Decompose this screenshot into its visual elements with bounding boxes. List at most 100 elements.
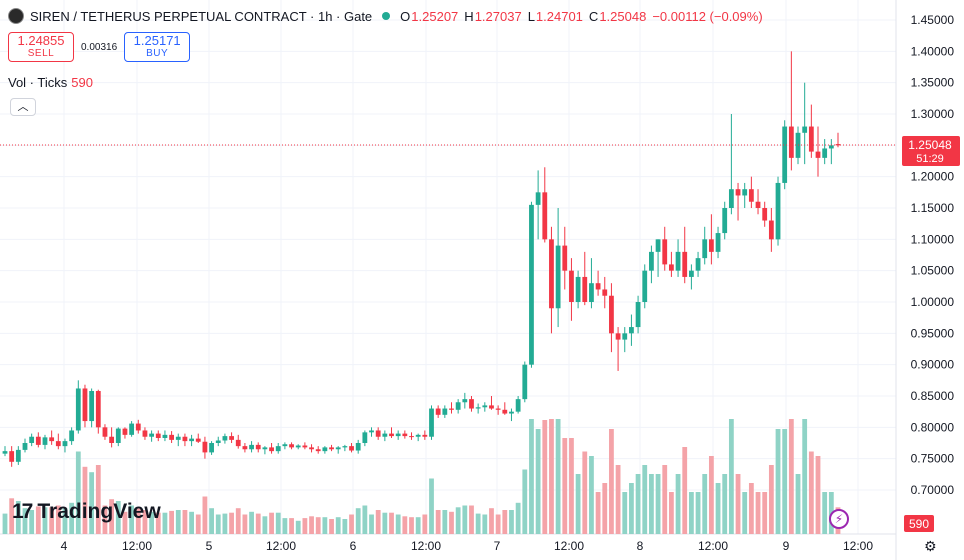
candle-body[interactable] xyxy=(396,434,401,437)
candle-body[interactable] xyxy=(736,189,741,195)
candle-body[interactable] xyxy=(589,283,594,302)
candle-body[interactable] xyxy=(342,446,347,447)
candle-body[interactable] xyxy=(49,437,54,441)
candle-body[interactable] xyxy=(542,192,547,239)
candle-body[interactable] xyxy=(356,443,361,451)
candle-body[interactable] xyxy=(109,437,114,443)
candle-body[interactable] xyxy=(609,296,614,334)
gear-icon[interactable]: ⚙ xyxy=(924,538,937,555)
candle-body[interactable] xyxy=(96,391,101,427)
candle-body[interactable] xyxy=(163,435,168,438)
candle-body[interactable] xyxy=(369,430,374,432)
candle-body[interactable] xyxy=(23,443,28,450)
candle-body[interactable] xyxy=(229,436,234,440)
candle-body[interactable] xyxy=(349,446,354,450)
candle-body[interactable] xyxy=(829,145,834,148)
candle-body[interactable] xyxy=(43,437,48,445)
candle-body[interactable] xyxy=(789,127,794,158)
volume-legend[interactable]: Vol · Ticks590 xyxy=(8,75,93,90)
candle-body[interactable] xyxy=(816,152,821,158)
tradingview-logo[interactable]: 17 TradingView xyxy=(12,500,161,524)
candle-body[interactable] xyxy=(696,258,701,271)
candle-body[interactable] xyxy=(509,412,514,414)
candle-body[interactable] xyxy=(269,447,274,451)
candle-body[interactable] xyxy=(149,434,154,437)
candle-body[interactable] xyxy=(822,148,827,157)
candle-body[interactable] xyxy=(76,388,81,430)
candle-body[interactable] xyxy=(402,434,407,437)
candle-body[interactable] xyxy=(616,333,621,339)
candle-body[interactable] xyxy=(476,407,481,408)
candle-body[interactable] xyxy=(669,264,674,270)
candle-body[interactable] xyxy=(376,430,381,436)
candle-body[interactable] xyxy=(63,441,68,446)
candle-body[interactable] xyxy=(722,208,727,233)
candle-body[interactable] xyxy=(729,189,734,208)
candle-body[interactable] xyxy=(262,447,267,449)
candle-body[interactable] xyxy=(16,450,21,462)
candle-body[interactable] xyxy=(676,252,681,271)
candle-body[interactable] xyxy=(103,427,108,436)
candle-body[interactable] xyxy=(422,435,427,437)
candle-body[interactable] xyxy=(769,221,774,240)
candle-body[interactable] xyxy=(802,127,807,133)
candle-body[interactable] xyxy=(223,436,228,440)
candle-body[interactable] xyxy=(89,391,94,421)
candle-body[interactable] xyxy=(576,277,581,302)
candle-body[interactable] xyxy=(756,202,761,208)
candle-body[interactable] xyxy=(522,365,527,399)
collapse-legend-button[interactable]: ︿ xyxy=(10,98,36,116)
candle-body[interactable] xyxy=(569,271,574,302)
candle-body[interactable] xyxy=(716,233,721,252)
candle-body[interactable] xyxy=(556,246,561,309)
candle-body[interactable] xyxy=(702,239,707,258)
candle-body[interactable] xyxy=(276,446,281,451)
candle-body[interactable] xyxy=(189,439,194,442)
candle-body[interactable] xyxy=(296,446,301,448)
candle-body[interactable] xyxy=(482,405,487,407)
candle-body[interactable] xyxy=(662,239,667,264)
candle-body[interactable] xyxy=(436,409,441,415)
candle-body[interactable] xyxy=(536,192,541,205)
candle-body[interactable] xyxy=(216,440,221,443)
lightning-icon[interactable]: ⚡ xyxy=(829,509,849,529)
candle-body[interactable] xyxy=(282,444,287,446)
candle-body[interactable] xyxy=(129,424,134,435)
candle-body[interactable] xyxy=(749,189,754,202)
candle-body[interactable] xyxy=(442,409,447,415)
candle-body[interactable] xyxy=(709,239,714,252)
candle-body[interactable] xyxy=(116,429,121,443)
candle-body[interactable] xyxy=(289,444,294,447)
sell-button[interactable]: 1.24855 SELL xyxy=(8,32,74,62)
candle-body[interactable] xyxy=(596,283,601,289)
candle-body[interactable] xyxy=(3,451,8,454)
candle-body[interactable] xyxy=(456,402,461,410)
candle-body[interactable] xyxy=(689,271,694,277)
candle-body[interactable] xyxy=(169,435,174,440)
candle-body[interactable] xyxy=(123,429,128,435)
symbol-legend[interactable]: SIREN / TETHERUS PERPETUAL CONTRACT · 1h… xyxy=(8,8,763,24)
candle-body[interactable] xyxy=(56,441,61,446)
candle-body[interactable] xyxy=(196,439,201,442)
candle-body[interactable] xyxy=(469,399,474,408)
candle-body[interactable] xyxy=(382,434,387,437)
candle-body[interactable] xyxy=(682,252,687,277)
candle-body[interactable] xyxy=(782,127,787,183)
candle-body[interactable] xyxy=(429,409,434,437)
candle-body[interactable] xyxy=(316,449,321,451)
candle-body[interactable] xyxy=(656,239,661,252)
candle-body[interactable] xyxy=(602,289,607,295)
candle-body[interactable] xyxy=(309,447,314,449)
candle-body[interactable] xyxy=(36,437,41,445)
candle-body[interactable] xyxy=(243,446,248,449)
buy-button[interactable]: 1.25171 BUY xyxy=(124,32,190,62)
candle-body[interactable] xyxy=(336,447,341,449)
candle-body[interactable] xyxy=(83,388,88,421)
candle-body[interactable] xyxy=(236,440,241,446)
candle-body[interactable] xyxy=(742,189,747,195)
candle-body[interactable] xyxy=(582,277,587,302)
candle-body[interactable] xyxy=(69,430,74,441)
candle-body[interactable] xyxy=(529,205,534,365)
candle-body[interactable] xyxy=(322,447,327,451)
candle-body[interactable] xyxy=(156,434,161,438)
